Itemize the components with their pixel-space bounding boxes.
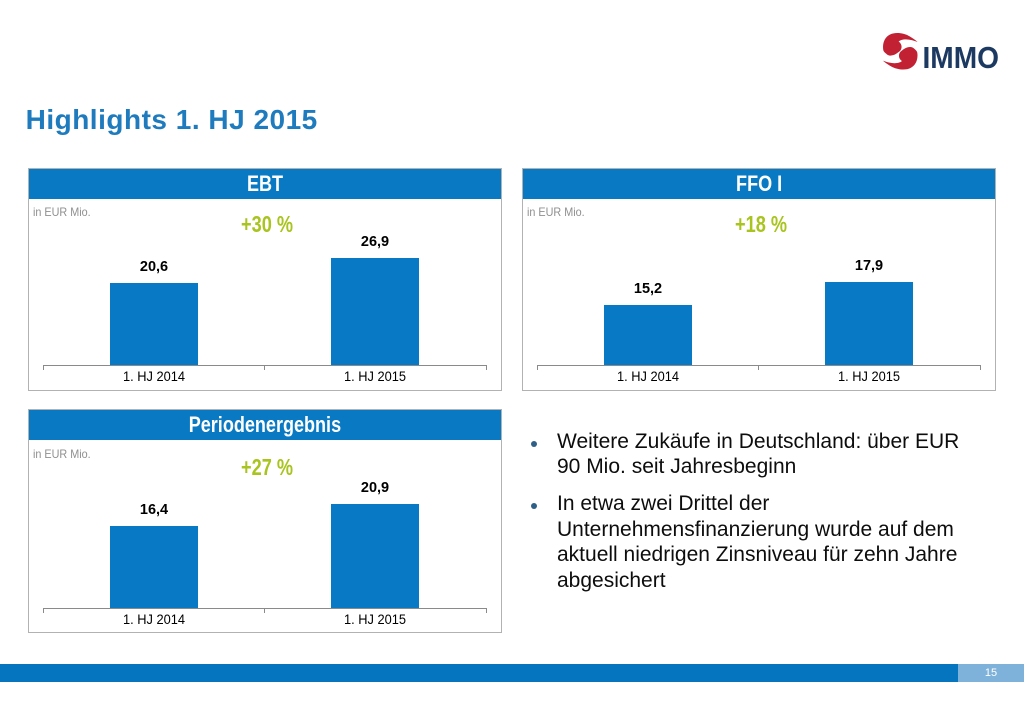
svg-text:IMMO: IMMO [923, 40, 999, 70]
